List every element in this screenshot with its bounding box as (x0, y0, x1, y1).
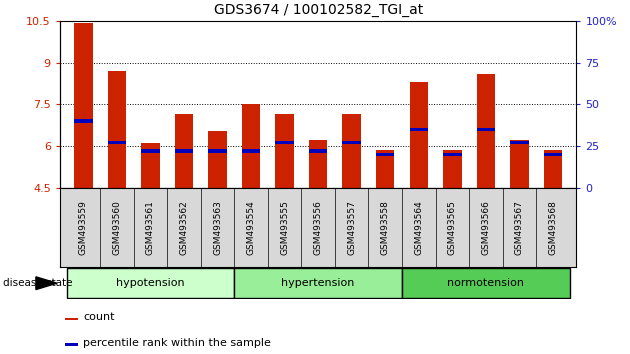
Bar (275, 141, 294, 144)
Bar (108, 71, 126, 188)
Text: disease state: disease state (3, 278, 72, 288)
Bar (65, 318, 78, 320)
Bar (510, 141, 529, 144)
Bar (141, 149, 159, 153)
Bar (410, 127, 428, 131)
Bar (544, 153, 562, 156)
Text: GSM493562: GSM493562 (180, 200, 188, 255)
Bar (309, 149, 328, 153)
Bar (175, 149, 193, 153)
Text: GSM493560: GSM493560 (112, 200, 122, 255)
Text: GSM493559: GSM493559 (79, 200, 88, 255)
Text: percentile rank within the sample: percentile rank within the sample (83, 338, 271, 348)
Bar (544, 150, 562, 188)
Bar (74, 23, 93, 188)
Bar (477, 74, 495, 188)
Bar (209, 131, 227, 188)
Text: GSM493567: GSM493567 (515, 200, 524, 255)
Bar (108, 141, 126, 144)
Bar (443, 150, 462, 188)
Bar (443, 153, 462, 156)
Bar (376, 153, 394, 156)
Text: GSM493563: GSM493563 (213, 200, 222, 255)
Bar (275, 114, 294, 188)
Bar (74, 119, 93, 123)
Text: hypertension: hypertension (282, 278, 355, 288)
Text: hypotension: hypotension (116, 278, 185, 288)
Bar (141, 143, 159, 188)
FancyBboxPatch shape (402, 268, 570, 298)
Text: GSM493554: GSM493554 (246, 200, 256, 255)
Text: count: count (83, 312, 115, 322)
Bar (376, 150, 394, 188)
Bar (65, 343, 78, 346)
Bar (343, 141, 361, 144)
Polygon shape (36, 277, 57, 290)
Bar (242, 104, 260, 188)
Text: GSM493566: GSM493566 (481, 200, 490, 255)
Text: GSM493555: GSM493555 (280, 200, 289, 255)
Bar (242, 149, 260, 153)
Bar (309, 141, 328, 188)
Text: GSM493557: GSM493557 (347, 200, 356, 255)
Text: GSM493556: GSM493556 (314, 200, 323, 255)
Bar (510, 141, 529, 188)
Bar (343, 114, 361, 188)
Text: GSM493565: GSM493565 (448, 200, 457, 255)
Text: GSM493561: GSM493561 (146, 200, 155, 255)
FancyBboxPatch shape (67, 268, 234, 298)
FancyBboxPatch shape (234, 268, 402, 298)
Text: GSM493558: GSM493558 (381, 200, 390, 255)
Text: GSM493568: GSM493568 (549, 200, 558, 255)
Bar (209, 149, 227, 153)
Bar (477, 127, 495, 131)
Bar (410, 82, 428, 188)
Text: GSM493564: GSM493564 (415, 200, 423, 255)
Bar (175, 114, 193, 188)
Text: normotension: normotension (447, 278, 524, 288)
Title: GDS3674 / 100102582_TGI_at: GDS3674 / 100102582_TGI_at (214, 4, 423, 17)
